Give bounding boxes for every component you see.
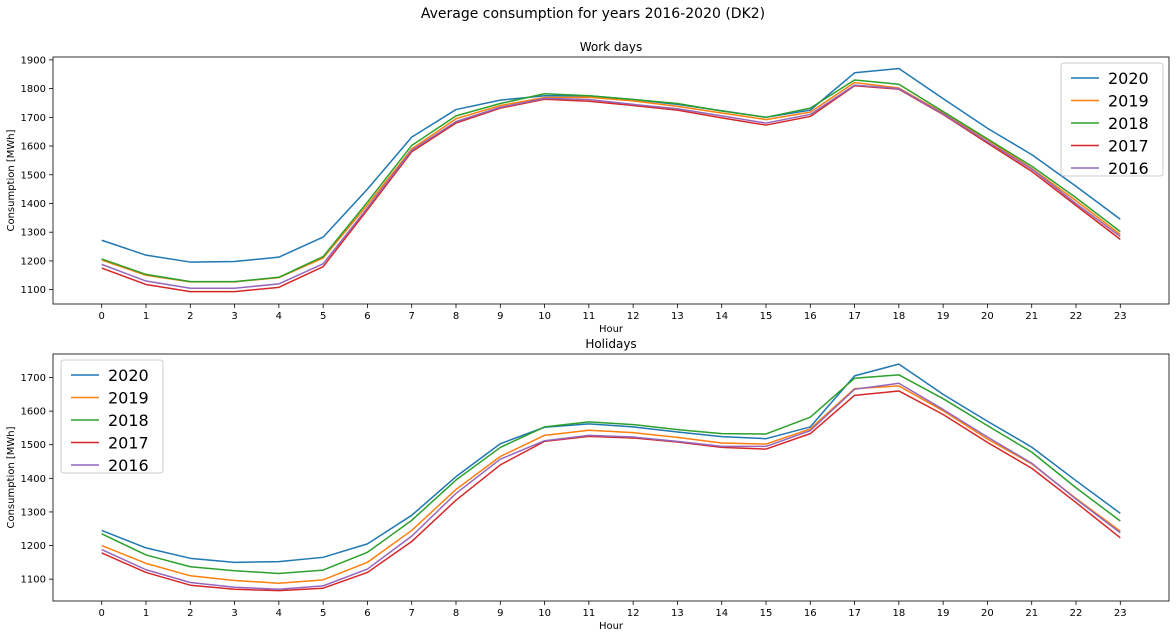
legend-box — [60, 359, 164, 474]
legend: 2020 2019 2018 2017 2016 — [1060, 62, 1164, 178]
x-tick-label: 0 — [99, 311, 105, 322]
x-tick-label: 7 — [409, 311, 415, 322]
x-tick-label: 9 — [497, 608, 503, 619]
y-tick-label: 1200 — [21, 541, 46, 552]
axes-frame — [52, 56, 1170, 305]
y-tick-label: 1500 — [21, 170, 46, 181]
legend: 2020 2019 2018 2017 2016 — [60, 359, 164, 475]
y-tick-label: 1200 — [21, 256, 46, 267]
legend-box — [1060, 62, 1164, 177]
y-tick-label: 1500 — [21, 440, 46, 451]
figure-title: Average consumption for years 2016-2020 … — [421, 6, 765, 22]
series-line-2018 — [101, 374, 1121, 575]
y-axis-label: Consumption [MWh] — [6, 426, 17, 528]
legend-label-2018: 2018 — [1108, 114, 1149, 133]
x-tick-label: 15 — [760, 608, 773, 619]
x-tick-label: 13 — [671, 311, 684, 322]
x-tick-label: 5 — [320, 608, 326, 619]
y-axis-label: Consumption [MWh] — [6, 129, 17, 231]
legend-label-2017: 2017 — [1108, 137, 1149, 156]
x-tick-label: 18 — [892, 608, 905, 619]
x-tick-label: 3 — [231, 608, 237, 619]
y-tick-label: 1100 — [21, 285, 46, 296]
x-tick-label: 21 — [1025, 311, 1038, 322]
x-tick-label: 8 — [453, 608, 459, 619]
y-tick-label: 1600 — [21, 142, 46, 153]
y-tick-label: 1400 — [21, 474, 46, 485]
x-tick-label: 19 — [937, 311, 950, 322]
x-tick-label: 16 — [804, 608, 817, 619]
x-tick-label: 22 — [1070, 311, 1083, 322]
x-tick-label: 14 — [715, 311, 728, 322]
y-tick-label: 1400 — [21, 199, 46, 210]
x-tick-label: 14 — [715, 608, 728, 619]
x-tick-label: 10 — [538, 608, 551, 619]
y-tick-label: 1700 — [21, 113, 46, 124]
legend-label-2019: 2019 — [1108, 92, 1149, 111]
x-tick-label: 13 — [671, 608, 684, 619]
x-tick-label: 8 — [453, 311, 459, 322]
x-tick-label: 10 — [538, 311, 551, 322]
x-tick-label: 16 — [804, 311, 817, 322]
x-tick-label: 2 — [187, 608, 193, 619]
legend-label-2020: 2020 — [1108, 69, 1149, 88]
x-axis-label: Hour — [599, 621, 624, 632]
x-tick-label: 11 — [582, 311, 595, 322]
x-tick-label: 19 — [937, 608, 950, 619]
x-tick-label: 23 — [1114, 608, 1127, 619]
x-tick-label: 1 — [143, 608, 149, 619]
series-line-2020 — [101, 363, 1121, 564]
legend-label-2017: 2017 — [108, 434, 149, 453]
y-tick-label: 1100 — [21, 575, 46, 586]
y-tick-label: 1300 — [21, 228, 46, 239]
x-tick-label: 21 — [1025, 608, 1038, 619]
y-tick-label: 1800 — [21, 84, 46, 95]
series-line-2017 — [101, 390, 1121, 592]
legend-label-2016: 2016 — [108, 456, 149, 475]
x-tick-label: 6 — [364, 608, 370, 619]
x-axis-label: Hour — [599, 324, 624, 335]
series-line-2018 — [101, 79, 1121, 283]
series-line-2016 — [101, 84, 1121, 289]
legend-label-2020: 2020 — [108, 366, 149, 385]
x-tick-label: 4 — [276, 608, 282, 619]
x-tick-label: 9 — [497, 311, 503, 322]
x-tick-label: 1 — [143, 311, 149, 322]
legend-label-2018: 2018 — [108, 411, 149, 430]
series-line-2019 — [101, 385, 1121, 584]
x-tick-label: 18 — [892, 311, 905, 322]
y-tick-label: 1900 — [21, 55, 46, 66]
subplot-title: Work days — [580, 40, 643, 54]
series-line-2016 — [101, 382, 1121, 590]
x-tick-label: 12 — [627, 311, 640, 322]
legend-label-2019: 2019 — [108, 389, 149, 408]
x-tick-label: 17 — [848, 311, 861, 322]
x-tick-label: 4 — [276, 311, 282, 322]
x-tick-label: 20 — [981, 311, 994, 322]
x-tick-label: 11 — [582, 608, 595, 619]
y-tick-label: 1600 — [21, 407, 46, 418]
x-tick-label: 12 — [627, 608, 640, 619]
x-tick-label: 5 — [320, 311, 326, 322]
subplot-title: Holidays — [585, 337, 636, 351]
x-tick-label: 2 — [187, 311, 193, 322]
axes-frame — [52, 353, 1170, 602]
x-tick-label: 0 — [99, 608, 105, 619]
x-tick-label: 15 — [760, 311, 773, 322]
x-tick-label: 22 — [1070, 608, 1083, 619]
x-tick-label: 6 — [364, 311, 370, 322]
x-tick-label: 7 — [409, 608, 415, 619]
y-tick-label: 1700 — [21, 373, 46, 384]
x-tick-label: 17 — [848, 608, 861, 619]
legend-label-2016: 2016 — [1108, 159, 1149, 178]
x-tick-label: 20 — [981, 608, 994, 619]
x-tick-label: 3 — [231, 311, 237, 322]
y-tick-label: 1300 — [21, 507, 46, 518]
x-tick-label: 23 — [1114, 311, 1127, 322]
